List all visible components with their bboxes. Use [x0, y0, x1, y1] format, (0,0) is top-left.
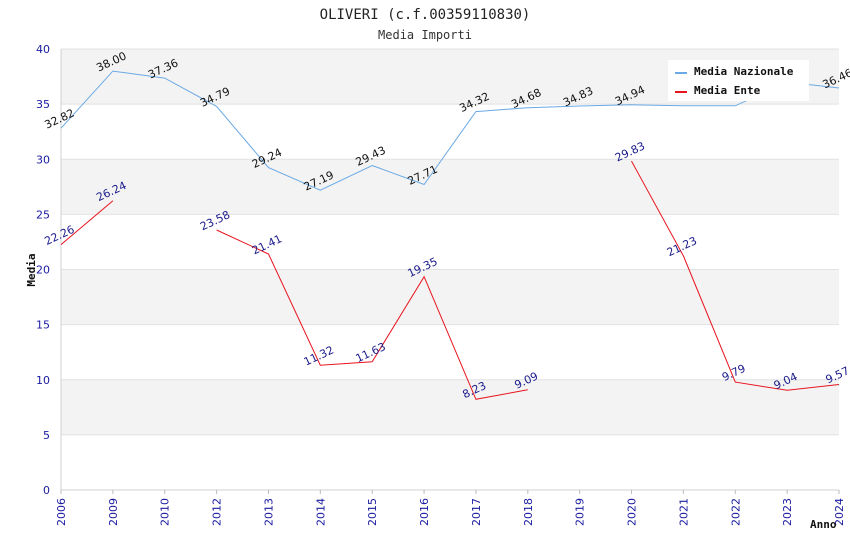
legend-label-nazionale: Media Nazionale	[694, 65, 794, 78]
y-tick-label: 15	[36, 319, 50, 332]
x-tick-label: 2016	[418, 498, 431, 526]
legend-label-ente: Media Ente	[694, 84, 761, 97]
y-tick-label: 0	[43, 484, 50, 497]
x-tick-label: 2023	[781, 498, 794, 526]
x-tick-label: 2021	[677, 498, 690, 526]
chart-title: OLIVERI (c.f.00359110830)	[320, 7, 531, 23]
x-tick-label: 2017	[470, 498, 483, 526]
y-tick-label: 20	[36, 264, 50, 277]
y-tick-label: 10	[36, 374, 50, 387]
grid-band	[61, 269, 839, 325]
legend: Media Nazionale Media Ente	[668, 60, 809, 101]
x-tick-label: 2024	[833, 498, 846, 526]
grid-band	[61, 104, 839, 160]
series-line-ente	[216, 229, 528, 400]
grid-band	[61, 159, 839, 215]
legend-box	[668, 60, 809, 101]
y-tick-label: 25	[36, 208, 50, 221]
y-tick-label: 30	[36, 153, 50, 166]
x-tick-label: 2015	[366, 498, 379, 526]
chart-subtitle: Media Importi	[378, 28, 472, 42]
x-tick-label: 2020	[626, 498, 639, 526]
y-axis-label: Media	[25, 253, 38, 286]
x-axis-label: Anno	[810, 518, 837, 531]
y-tick-label: 40	[36, 43, 50, 56]
y-axis-ticks: 0 5 10 15 20 25 30 35 40	[36, 43, 50, 497]
series-line-nazionale	[60, 70, 840, 191]
grid-bands	[60, 48, 839, 491]
y-tick-label: 35	[36, 98, 50, 111]
x-tick-label: 2012	[211, 498, 224, 526]
x-tick-label: 2018	[522, 498, 535, 526]
y-tick-label: 5	[43, 429, 50, 442]
series-line-ente	[60, 200, 114, 245]
grid-band	[61, 324, 839, 380]
x-tick-label: 2022	[729, 498, 742, 526]
x-tick-label: 2009	[107, 498, 120, 526]
grid-band	[61, 214, 839, 270]
x-tick-label: 2013	[262, 498, 275, 526]
x-axis-ticks: 2006 2009 2010 2012 2013 2014 2015 2016 2017 2018…	[55, 490, 846, 526]
grid-band	[61, 434, 839, 490]
series-lines	[60, 70, 840, 400]
x-tick-label: 2014	[314, 498, 327, 526]
x-tick-label: 2006	[55, 498, 68, 526]
grid-band	[61, 379, 839, 435]
x-tick-label: 2019	[574, 498, 587, 526]
series-line-ente	[631, 160, 840, 391]
x-tick-label: 2010	[159, 498, 172, 526]
